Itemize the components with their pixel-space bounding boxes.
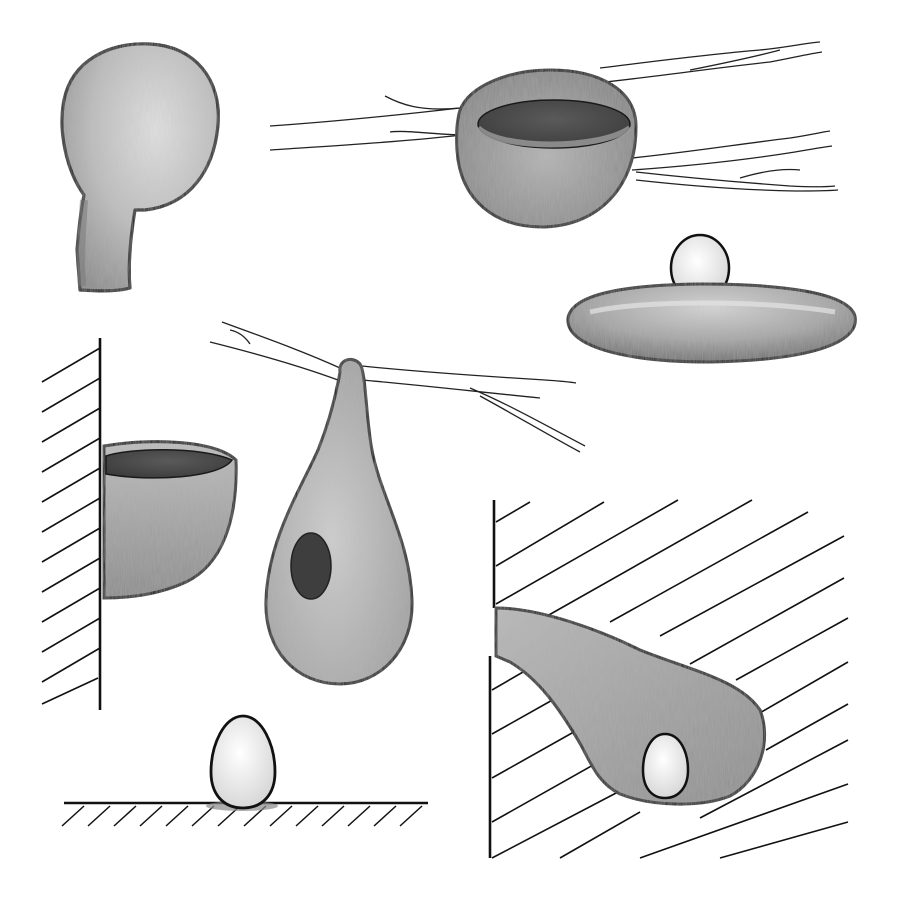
wall-bracket-cup-nest — [42, 338, 236, 710]
domed-nest-tube-shade — [81, 200, 84, 286]
platform-nest — [568, 235, 856, 362]
pendant-entrance — [291, 533, 331, 599]
burrow-tunnel — [496, 608, 765, 804]
domed-nest — [62, 44, 218, 291]
pendant-body — [266, 359, 412, 684]
ground-egg — [211, 716, 275, 808]
platform-disc — [568, 284, 856, 362]
burrow-nest — [490, 500, 848, 858]
cup-nest-on-branch — [270, 42, 838, 227]
pendant-branch — [210, 322, 585, 452]
ground-scrape — [62, 716, 428, 826]
wall-hatching — [42, 338, 100, 710]
burrow-egg — [643, 734, 688, 798]
domed-nest-body — [62, 44, 218, 291]
